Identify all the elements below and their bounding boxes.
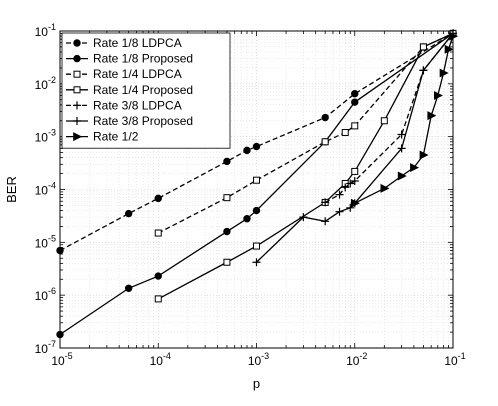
data-point (223, 258, 231, 266)
series-group (252, 29, 457, 267)
y-tick-label: 10-3 (35, 128, 56, 145)
legend-entry: Rate 3/8 LDPCA (66, 98, 182, 112)
data-point (433, 91, 443, 101)
data-point (350, 198, 360, 208)
data-point (223, 227, 231, 236)
legend-entry: Rate 1/2 (66, 130, 139, 144)
data-point (243, 146, 251, 155)
data-point (335, 190, 344, 199)
legend-marker (73, 54, 81, 63)
data-point (380, 117, 388, 125)
series-line (354, 35, 454, 204)
data-point (380, 183, 390, 193)
data-point (299, 213, 308, 222)
legend-entry: Rate 1/4 LDPCA (66, 67, 182, 81)
data-point (439, 68, 449, 78)
legend-marker (73, 86, 81, 94)
data-point (321, 138, 329, 146)
data-point (253, 242, 260, 250)
legend-label: Rate 1/2 (93, 130, 139, 144)
data-point (154, 295, 162, 303)
data-point (397, 171, 407, 181)
data-point (419, 66, 428, 75)
legend-marker (73, 70, 81, 78)
data-point (350, 176, 359, 185)
x-tick-label: 10-2 (346, 351, 367, 368)
legend-entry: Rate 1/4 Proposed (66, 83, 193, 97)
data-point (154, 229, 162, 237)
data-point (335, 207, 344, 216)
data-point (243, 215, 251, 223)
x-tick-label: 10-4 (150, 351, 171, 368)
legend-label: Rate 1/4 Proposed (93, 83, 193, 97)
data-point (351, 90, 359, 98)
legend-label: Rate 1/8 Proposed (93, 52, 193, 66)
y-tick-label: 10-7 (35, 339, 56, 356)
x-tick-label: 10-1 (444, 351, 465, 368)
y-tick-label: 10-5 (35, 233, 56, 250)
data-point (321, 198, 330, 207)
data-point (346, 179, 355, 188)
y-tick-label: 10-1 (35, 22, 56, 39)
data-point (321, 217, 330, 226)
legend-entry: Rate 1/8 Proposed (66, 52, 193, 66)
legend-marker (73, 132, 83, 142)
legend-box (61, 32, 231, 149)
data-point (223, 194, 231, 202)
x-tick-labels: 10-5 10-4 10-3 10-2 10-1 (51, 351, 465, 368)
data-point (124, 284, 133, 292)
tick-marks (59, 30, 454, 349)
series-group (350, 31, 459, 208)
data-point (154, 272, 162, 280)
data-point (223, 157, 231, 166)
legend-label: Rate 1/8 LDPCA (93, 36, 182, 50)
data-point (410, 163, 420, 173)
data-point (253, 176, 260, 184)
data-point (419, 43, 427, 51)
grid (59, 31, 453, 349)
data-point (346, 203, 355, 212)
series-lines (56, 29, 459, 339)
data-point (419, 150, 429, 160)
y-tick-label: 10-4 (35, 181, 56, 198)
x-tick-label: 10-5 (51, 351, 72, 368)
data-point (124, 209, 133, 218)
legend-entry: Rate 3/8 Proposed (66, 114, 193, 128)
legend-label: Rate 3/8 Proposed (93, 114, 193, 128)
data-point (397, 130, 406, 139)
y-axis-label: BER (4, 176, 19, 203)
data-point (341, 128, 349, 136)
x-axis-label: p (253, 376, 260, 391)
data-point (397, 144, 406, 153)
series-line (324, 33, 454, 203)
series-line (157, 32, 454, 234)
legend-entry: Rate 1/8 LDPCA (66, 36, 182, 50)
data-point (351, 98, 359, 106)
data-point (154, 194, 162, 203)
data-point (252, 142, 261, 151)
data-point (351, 122, 359, 130)
legend-marker (73, 101, 81, 110)
data-point (252, 258, 261, 267)
data-point (427, 111, 437, 121)
legend-label: Rate 3/8 LDPCA (93, 98, 182, 112)
y-tick-labels: 10-7 10-6 10-5 10-4 10-3 10-2 10-1 (35, 22, 56, 356)
data-point (252, 206, 261, 215)
x-tick-label: 10-3 (248, 351, 269, 368)
data-point (351, 167, 359, 175)
y-tick-label: 10-2 (35, 75, 56, 92)
legend-label: Rate 1/4 LDPCA (93, 67, 182, 81)
y-tick-label: 10-6 (35, 286, 56, 303)
data-point (341, 183, 350, 192)
legend-marker (73, 117, 81, 125)
data-point (321, 113, 329, 122)
legend-marker (73, 39, 81, 47)
data-point (444, 44, 454, 54)
